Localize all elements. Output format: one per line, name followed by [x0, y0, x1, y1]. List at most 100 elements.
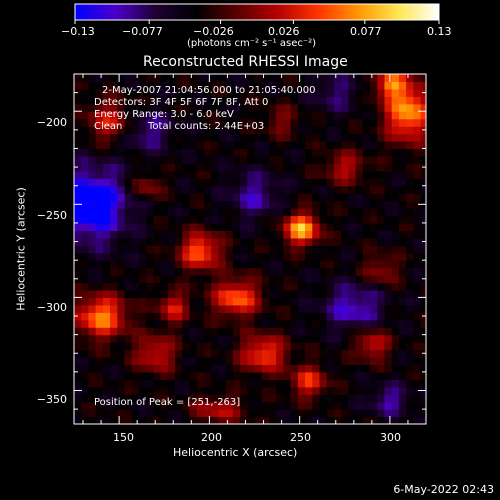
heatmap-cell	[391, 297, 400, 306]
colorbar-swatch	[327, 4, 329, 20]
heatmap-cell	[196, 275, 205, 284]
heatmap-cell	[341, 252, 349, 261]
heatmap-cell	[398, 319, 407, 328]
heatmap-cell	[333, 74, 342, 83]
heatmap-cell	[333, 275, 342, 284]
heatmap-cell	[261, 103, 270, 112]
heatmap-cell	[203, 193, 212, 202]
heatmap-cell	[88, 96, 97, 105]
heatmap-cell	[167, 245, 176, 254]
heatmap-cell	[203, 170, 212, 179]
colorbar-swatch	[186, 4, 188, 20]
heatmap-cell	[196, 148, 205, 157]
colorbar-swatch	[180, 4, 182, 20]
heatmap-cell	[182, 371, 191, 380]
heatmap-cell	[138, 141, 147, 150]
heatmap-cell	[218, 103, 227, 112]
heatmap-cell	[333, 96, 342, 105]
heatmap-cell	[319, 193, 328, 202]
colorbar-swatch	[129, 4, 131, 20]
heatmap-cell	[326, 200, 335, 209]
heatmap-cell	[211, 155, 220, 164]
heatmap-cell	[247, 193, 256, 202]
colorbar-swatch	[332, 4, 334, 20]
heatmap-cell	[254, 111, 263, 120]
heatmap-cell	[413, 155, 422, 164]
heatmap-cell	[261, 133, 270, 142]
heatmap-cell	[297, 371, 306, 380]
colorbar-swatch	[373, 4, 375, 20]
heatmap-cell	[117, 409, 126, 418]
colorbar-swatch	[288, 4, 290, 20]
heatmap-cell	[160, 170, 169, 179]
heatmap-cell	[189, 178, 198, 187]
heatmap-cell	[81, 148, 90, 157]
heatmap-cell	[406, 103, 414, 112]
colorbar-swatch	[323, 4, 325, 20]
heatmap-cell	[88, 163, 97, 172]
colorbar-swatch	[102, 4, 104, 20]
heatmap-cell	[326, 319, 335, 328]
heatmap-cell	[406, 282, 414, 291]
heatmap-cell	[370, 103, 378, 112]
heatmap-cell	[247, 394, 256, 403]
heatmap-cell	[211, 289, 220, 299]
colorbar-swatch	[210, 4, 212, 20]
heatmap-cell	[189, 304, 198, 313]
colorbar-swatch	[160, 4, 162, 20]
heatmap-cell	[131, 74, 140, 83]
heatmap-cell	[74, 371, 82, 380]
colorbar-swatch	[119, 4, 121, 20]
heatmap-cell	[384, 319, 393, 328]
heatmap-cell	[247, 252, 256, 261]
colorbar-swatch	[259, 4, 261, 20]
heatmap-cell	[413, 297, 422, 306]
heatmap-cell	[247, 349, 256, 358]
heatmap-cell	[420, 193, 426, 202]
heatmap-cell	[305, 222, 313, 231]
heatmap-cell	[333, 260, 342, 269]
heatmap-cell	[189, 312, 198, 321]
colorbar-swatch	[184, 4, 186, 20]
heatmap-cell	[95, 88, 104, 97]
heatmap-cell	[290, 371, 299, 380]
heatmap-cell	[211, 416, 220, 424]
heatmap-cell	[196, 409, 205, 418]
colorbar-swatch	[118, 4, 120, 20]
heatmap-cell	[88, 409, 97, 418]
heatmap-cell	[362, 364, 371, 373]
colorbar-swatch	[383, 4, 385, 20]
heatmap-cell	[268, 208, 277, 217]
heatmap-cell	[153, 81, 162, 90]
heatmap-cell	[102, 200, 111, 209]
heatmap-cell	[384, 327, 393, 336]
heatmap-cell	[95, 230, 104, 239]
colorbar-swatch	[377, 4, 379, 20]
heatmap-cell	[175, 74, 183, 83]
heatmap-cell	[218, 260, 227, 269]
heatmap-cell	[160, 327, 169, 336]
colorbar-swatch	[91, 4, 93, 20]
heatmap-cell	[391, 334, 400, 343]
heatmap-cell	[88, 200, 97, 209]
heatmap-cell	[333, 155, 342, 164]
heatmap-cell	[370, 342, 378, 351]
heatmap-cell	[348, 267, 357, 276]
colorbar-swatch	[316, 4, 318, 20]
heatmap-cell	[283, 96, 292, 105]
heatmap-cell	[218, 394, 227, 403]
heatmap-cell	[138, 111, 147, 120]
colorbar-swatch	[347, 4, 349, 20]
colorbar-swatch	[78, 4, 80, 20]
heatmap-cell	[240, 208, 248, 217]
heatmap-cell	[167, 282, 176, 291]
heatmap-cell	[254, 304, 263, 313]
heatmap-cell	[326, 349, 335, 358]
colorbar-swatch	[365, 4, 367, 20]
heatmap-cell	[254, 260, 263, 269]
heatmap-cell	[355, 245, 364, 254]
heatmap-cell	[211, 282, 220, 291]
heatmap-cell	[167, 297, 176, 306]
annotation-algorithm: Clean	[94, 121, 123, 132]
